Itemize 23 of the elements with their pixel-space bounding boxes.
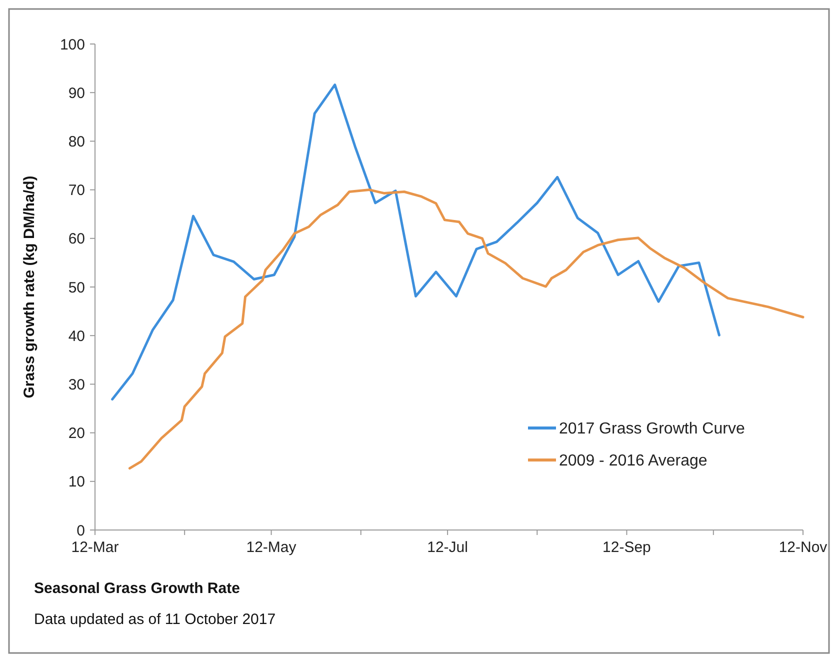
text: Seasonal Grass Growth Rate [34, 580, 240, 597]
y-tick-label: 30 [68, 376, 85, 394]
y-tick-label: 90 [68, 84, 85, 102]
y-tick-label: 70 [68, 182, 85, 200]
line-series [111, 84, 720, 401]
y-tick-label: 0 [76, 522, 85, 540]
y-tick-label: 60 [68, 230, 85, 248]
line-series [128, 188, 804, 470]
y-tick-label: 50 [68, 279, 85, 296]
x-tick-label: 12-Sep [602, 539, 651, 556]
y-tick-label: 20 [68, 425, 85, 442]
y-tick-label: 10 [68, 474, 85, 491]
y-axis-title: Grass growth rate (kg DM/ha/d) [21, 176, 38, 398]
y-tick-label: 40 [68, 328, 85, 345]
x-tick-label: 12-Nov [778, 539, 828, 556]
x-tick-label: 12-May [246, 539, 297, 556]
legend-label: 2017 Grass Growth Curve [559, 420, 745, 438]
y-tick-label: 100 [60, 36, 85, 54]
y-tick-label: 80 [68, 133, 85, 150]
x-tick-label: 12-Mar [71, 539, 119, 556]
legend-label: 2009 - 2016 Average [559, 452, 708, 470]
text: Data updated as of 11 October 2017 [34, 611, 276, 628]
x-tick-label: 12-Jul [427, 539, 468, 556]
